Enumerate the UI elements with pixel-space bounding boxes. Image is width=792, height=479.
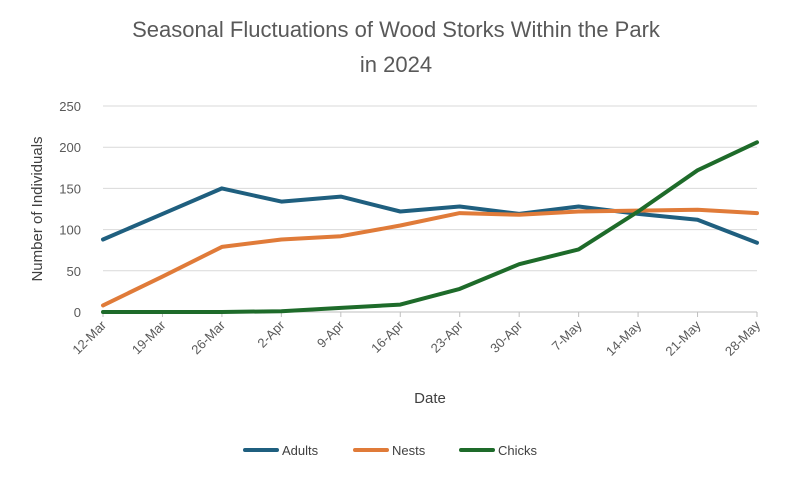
series-line-adults	[101, 186, 759, 245]
gridlines	[103, 105, 757, 313]
legend: Adults Nests Chicks	[243, 443, 538, 458]
x-tick-label: 21-May	[662, 317, 704, 359]
series-line-chicks	[101, 140, 759, 314]
x-tick-label: 2-Apr	[254, 317, 288, 351]
x-tick-label: 30-Apr	[487, 317, 526, 356]
chart-title-line-1: Seasonal Fluctuations of Wood Storks Wit…	[132, 17, 661, 42]
x-axis-title: Date	[414, 390, 446, 407]
y-tick-label: 0	[74, 305, 81, 320]
y-tick-label: 150	[59, 181, 81, 196]
x-tick-label: 16-Apr	[368, 317, 407, 356]
y-tick-label: 250	[59, 99, 81, 114]
y-axis-title: Number of Individuals	[29, 136, 46, 281]
y-tick-label: 200	[59, 140, 81, 155]
y-axis-ticks: 0 50 100 150 200 250	[59, 99, 81, 320]
legend-label-chicks: Chicks	[498, 443, 538, 458]
x-tick-label: 28-May	[722, 317, 764, 359]
x-tick-label: 7-May	[549, 317, 585, 353]
x-axis-ticks: 12-Mar 19-Mar 26-Mar 2-Apr 9-Apr 16-Apr 23-Apr…	[69, 312, 763, 359]
x-tick-label: 14-May	[603, 317, 645, 359]
x-tick-label: 12-Mar	[69, 317, 109, 357]
series-line-nests	[101, 207, 759, 308]
x-tick-label: 23-Apr	[428, 317, 467, 356]
legend-label-adults: Adults	[282, 443, 319, 458]
x-tick-label: 26-Mar	[188, 317, 228, 357]
y-tick-label: 100	[59, 223, 81, 238]
y-tick-label: 50	[67, 264, 81, 279]
x-tick-label: 19-Mar	[129, 317, 169, 357]
series-lines	[101, 140, 759, 314]
chart-title-line-2: in 2024	[360, 52, 432, 77]
legend-label-nests: Nests	[392, 443, 426, 458]
x-tick-label: 9-Apr	[314, 317, 348, 351]
